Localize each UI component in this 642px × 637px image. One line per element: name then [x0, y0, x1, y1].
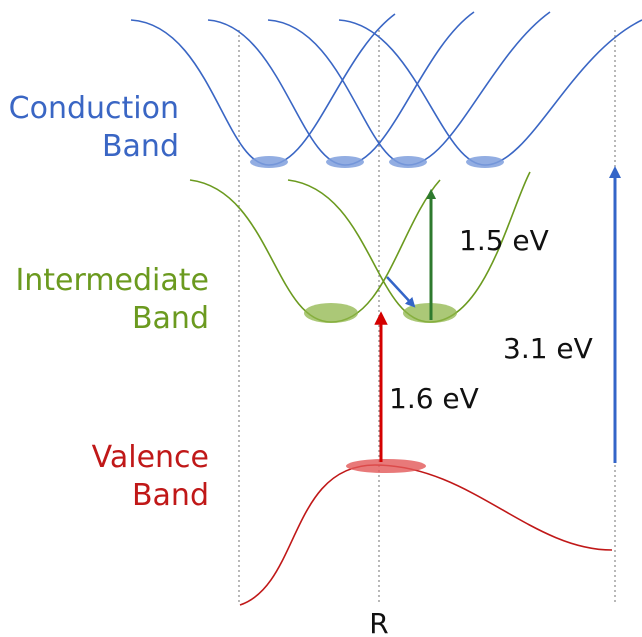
intermediate-pocket-1	[304, 303, 358, 323]
energy-label-1-5ev: 1.5 eV	[459, 224, 549, 257]
conduction-curve-3	[267, 11, 551, 166]
valence-band-label-line2: Band	[132, 478, 209, 513]
energy-label-1-6ev: 1.6 eV	[389, 382, 479, 415]
conduction-pocket-4	[466, 156, 504, 168]
conduction-curve-2	[207, 11, 475, 166]
conduction-pocket-2	[326, 156, 364, 168]
valence-band-label-line1: Valence	[92, 440, 209, 475]
valence-band-curve	[239, 464, 613, 606]
arrow-relaxation	[386, 276, 416, 308]
energy-label-3-1ev: 3.1 eV	[503, 332, 593, 365]
conduction-pocket-3	[389, 156, 427, 168]
conduction-band-pockets	[250, 156, 504, 168]
intermediate-curve-1	[189, 179, 441, 323]
intermediate-band-label-line2: Band	[132, 301, 209, 336]
conduction-pocket-1	[250, 156, 288, 168]
conduction-band-label-line2: Band	[102, 129, 179, 164]
k-point-label-r: R	[369, 607, 388, 637]
guide-lines	[238, 30, 616, 605]
valence-pocket	[346, 459, 426, 473]
conduction-band-label-line1: Conduction	[9, 91, 179, 126]
conduction-band-curves	[130, 11, 642, 166]
intermediate-band-label-line1: Intermediate	[15, 263, 209, 298]
conduction-curve-4	[338, 19, 642, 166]
